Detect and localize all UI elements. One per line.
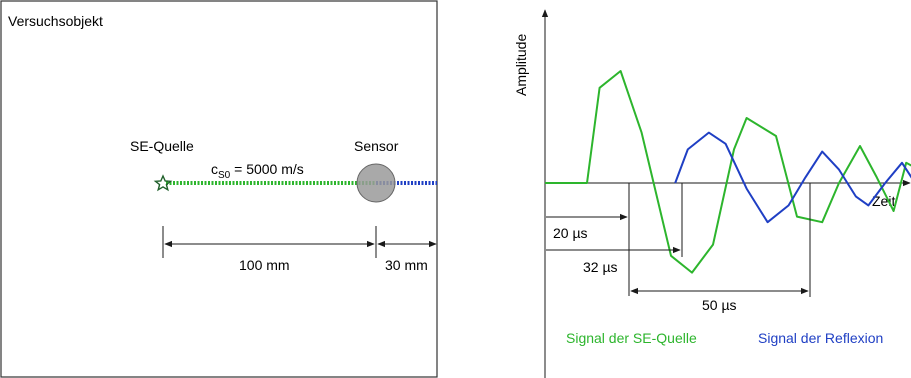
test-object-panel: Versuchsobjekt SE-Quelle Sensor cS0 = 50… [0,0,438,378]
test-object-border [0,0,438,378]
delay-label-32: 32 µs [583,259,618,275]
velocity-label: cS0 = 5000 m/s [211,161,304,181]
dist-source-sensor: 100 mm [239,257,290,273]
legend-reflection: Signal der Reflexion [758,330,883,346]
signal-chart: Amplitude Zeit 20 µs 32 µs 50 µs Signal … [513,9,911,378]
sensor-icon [356,163,396,203]
star-source-icon [153,174,173,192]
sensor-label: Sensor [354,138,399,154]
dist-sensor-edge: 30 mm [385,257,428,273]
legend-source: Signal der SE-Quelle [566,330,697,346]
object-label: Versuchsobjekt [8,13,103,29]
source-label: SE-Quelle [130,138,194,154]
series-line-source [545,70,911,274]
y-axis-label: Amplitude [513,34,529,96]
delay-label-50: 50 µs [702,297,737,313]
delay-label-20: 20 µs [553,225,588,241]
series-line-reflection [674,131,911,224]
